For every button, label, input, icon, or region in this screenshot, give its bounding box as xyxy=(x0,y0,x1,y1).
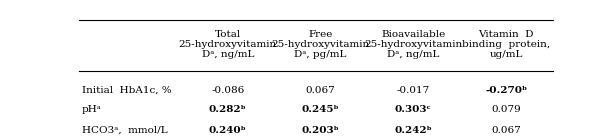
Text: -0.017: -0.017 xyxy=(397,86,430,95)
Text: Initial  HbA1c, %: Initial HbA1c, % xyxy=(82,86,171,95)
Text: 0.242ᵇ: 0.242ᵇ xyxy=(395,126,432,135)
Text: 0.303ᶜ: 0.303ᶜ xyxy=(395,105,432,114)
Text: HCO3ᵃ,  mmol/L: HCO3ᵃ, mmol/L xyxy=(82,126,167,135)
Text: Vitamin  D
binding  protein,
ug/mL: Vitamin D binding protein, ug/mL xyxy=(462,30,550,59)
Text: 0.203ᵇ: 0.203ᵇ xyxy=(301,126,340,135)
Text: pHᵃ: pHᵃ xyxy=(82,105,101,114)
Text: 0.282ᵇ: 0.282ᵇ xyxy=(209,105,247,114)
Text: Total
25-hydroxyvitamin
Dᵃ, ng/mL: Total 25-hydroxyvitamin Dᵃ, ng/mL xyxy=(179,30,277,59)
Text: Bioavailable
25-hydroxyvitamin
Dᵃ, ng/mL: Bioavailable 25-hydroxyvitamin Dᵃ, ng/mL xyxy=(364,30,462,59)
Text: Free
25-hydroxyvitamin
Dᵃ, pg/mL: Free 25-hydroxyvitamin Dᵃ, pg/mL xyxy=(271,30,370,59)
Text: 0.067: 0.067 xyxy=(491,126,521,135)
Text: 0.079: 0.079 xyxy=(491,105,521,114)
Text: 0.067: 0.067 xyxy=(306,86,335,95)
Text: 0.245ᵇ: 0.245ᵇ xyxy=(302,105,340,114)
Text: -0.270ᵇ: -0.270ᵇ xyxy=(485,86,527,95)
Text: -0.086: -0.086 xyxy=(211,86,244,95)
Text: 0.240ᵇ: 0.240ᵇ xyxy=(209,126,247,135)
